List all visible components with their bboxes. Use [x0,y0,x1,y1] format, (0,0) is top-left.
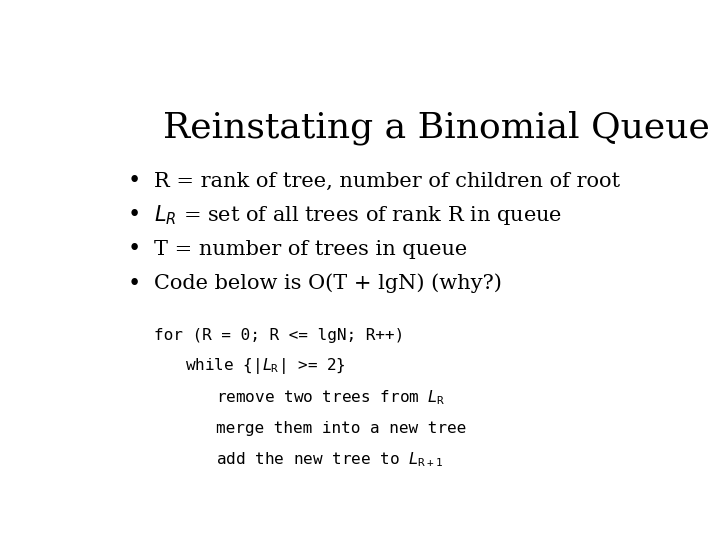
Text: •: • [128,170,141,192]
Text: •: • [128,273,141,294]
Text: add the new tree to $L_{\mathtt{R+1}}$: add the new tree to $L_{\mathtt{R+1}}$ [215,450,443,469]
Text: while {|$L_{\mathtt{R}}$| >= 2}: while {|$L_{\mathtt{R}}$| >= 2} [185,356,346,376]
Text: T = number of trees in queue: T = number of trees in queue [154,240,467,259]
Text: for (R = 0; R <= lgN; R++): for (R = 0; R <= lgN; R++) [154,328,405,342]
Text: •: • [128,239,141,260]
Text: merge them into a new tree: merge them into a new tree [215,421,466,436]
Text: Code below is O(T + lgN) (why?): Code below is O(T + lgN) (why?) [154,274,502,293]
Text: •: • [128,204,141,226]
Text: Reinstating a Binomial Queue: Reinstating a Binomial Queue [163,111,709,145]
Text: R = rank of tree, number of children of root: R = rank of tree, number of children of … [154,172,621,191]
Text: remove two trees from $L_{\mathtt{R}}$: remove two trees from $L_{\mathtt{R}}$ [215,388,445,407]
Text: $L_R$ = set of all trees of rank R in queue: $L_R$ = set of all trees of rank R in qu… [154,204,562,227]
